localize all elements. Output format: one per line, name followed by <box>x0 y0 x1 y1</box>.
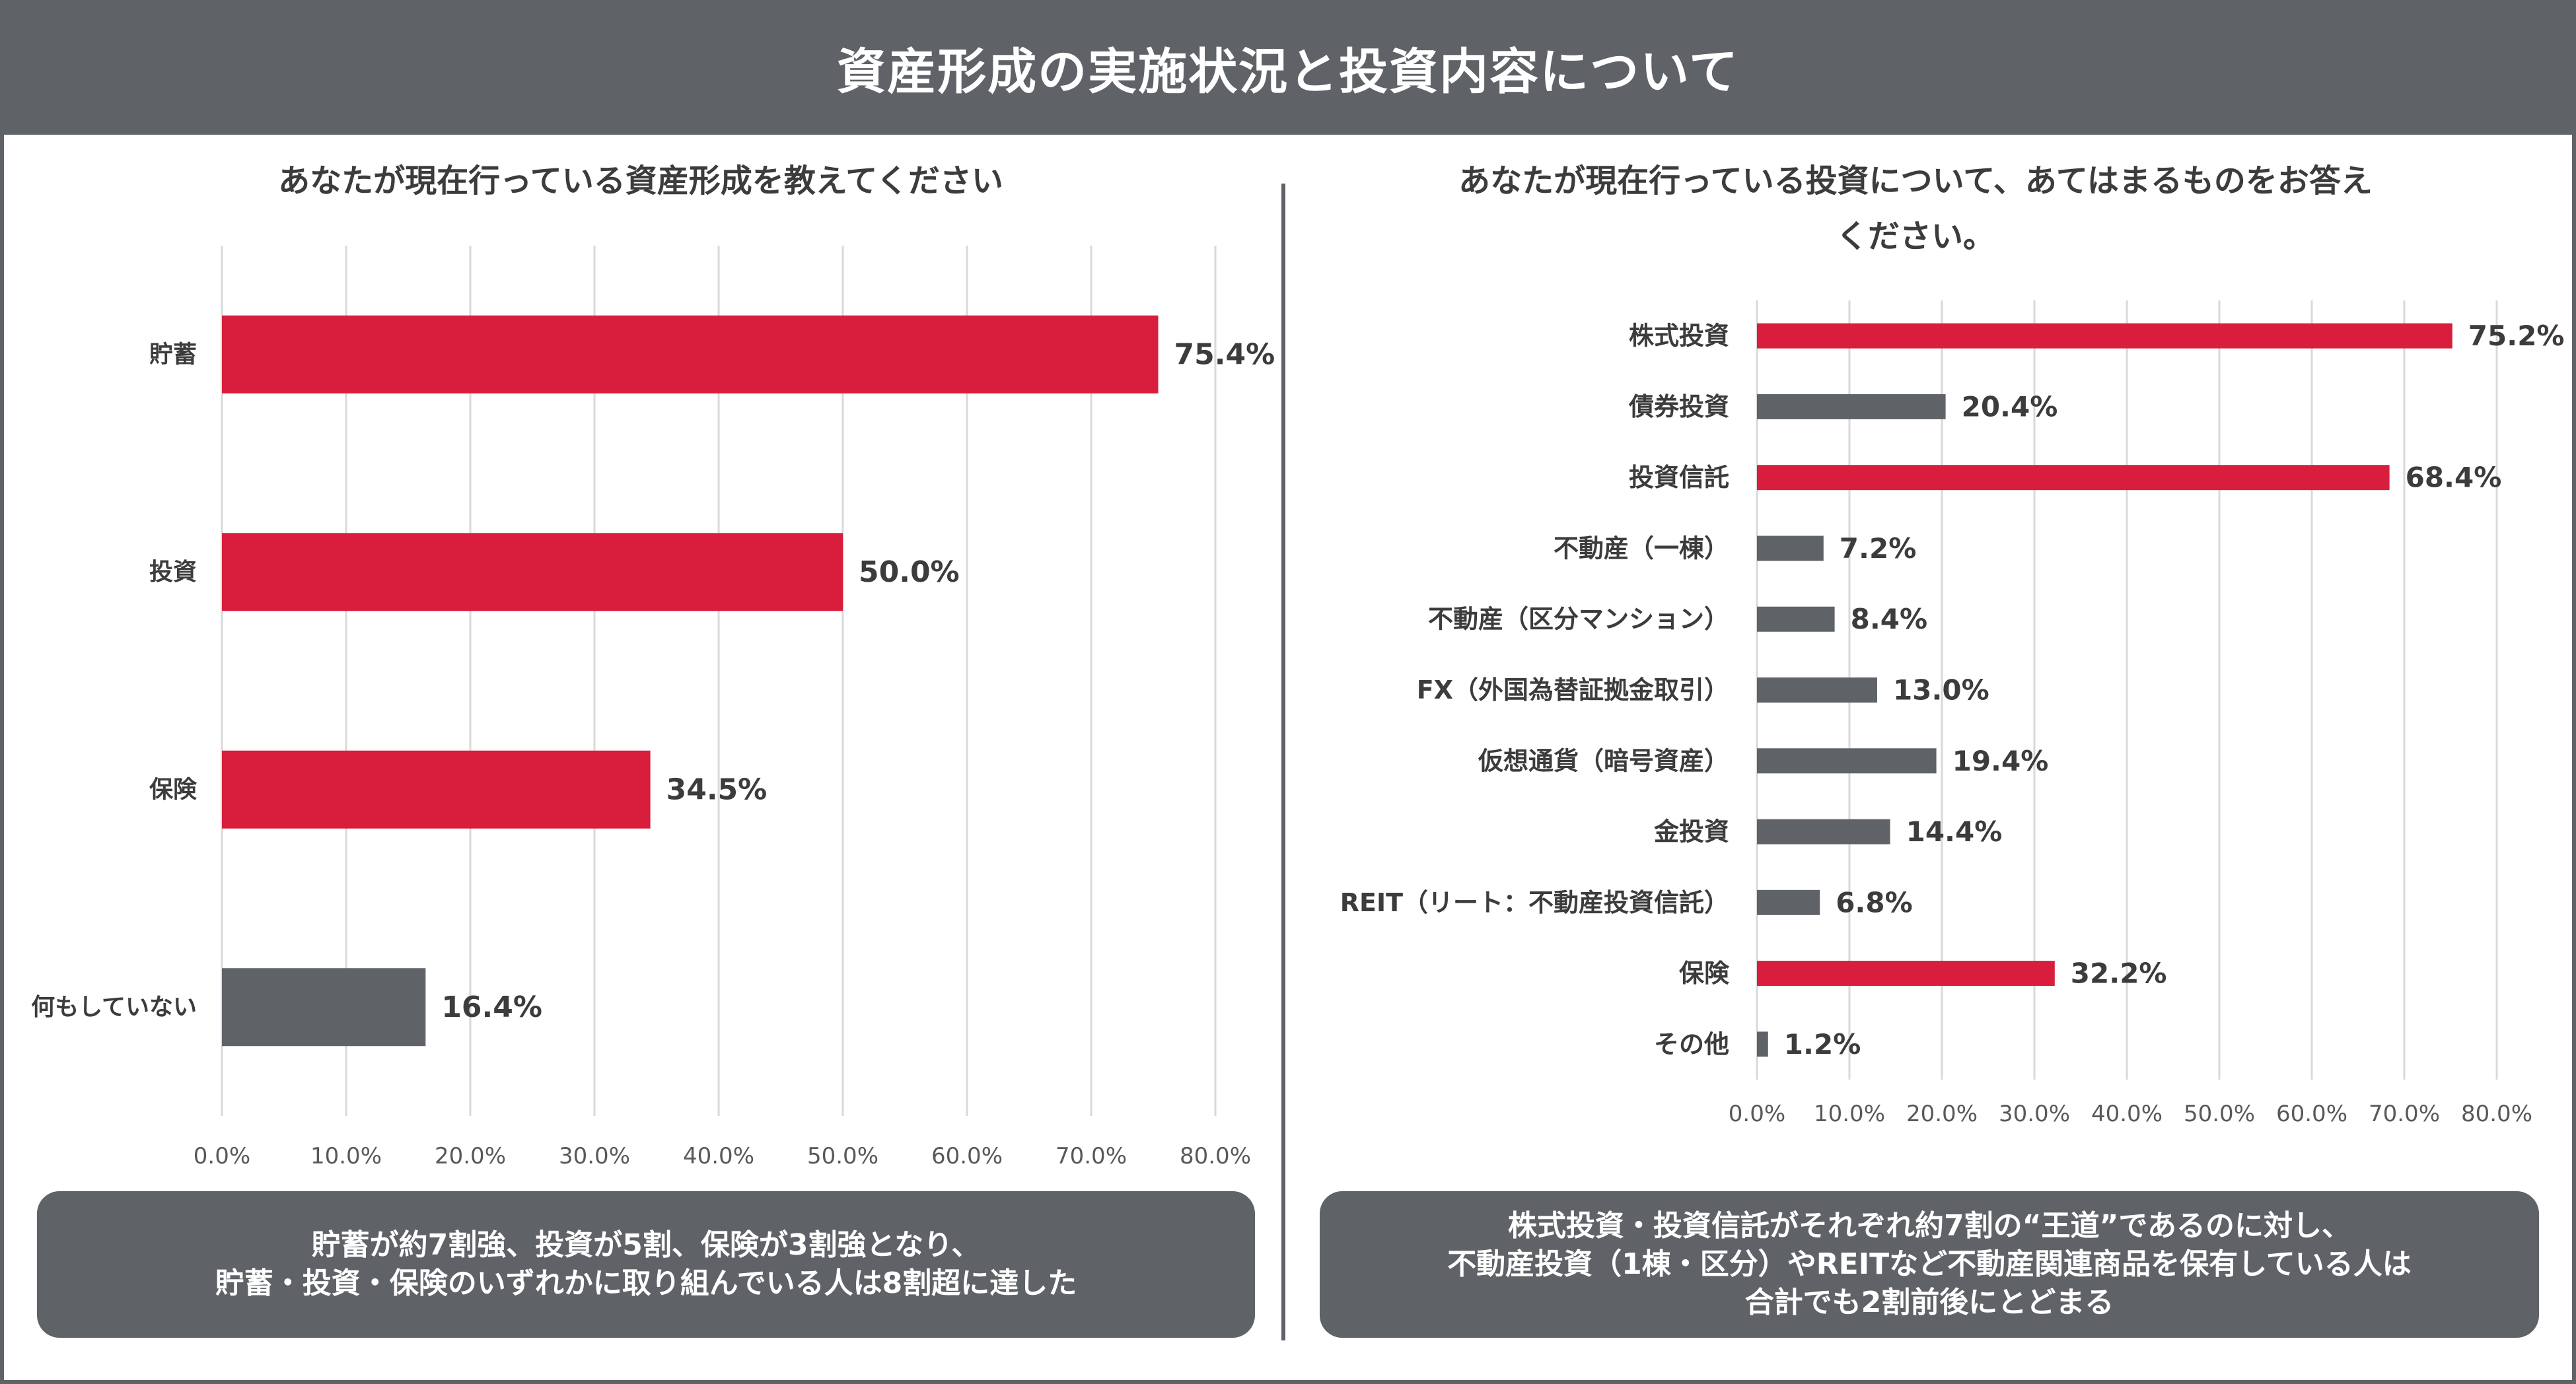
category-label: 債券投資 <box>1628 392 1729 421</box>
right-chart-title: あなたが現在行っている投資について、あてはまるものをお答え ください。 <box>1295 153 2536 264</box>
value-label: 20.4% <box>1962 390 2058 423</box>
value-label: 68.4% <box>2406 462 2502 494</box>
bar <box>1757 536 1824 561</box>
x-tick-label: 40.0% <box>683 1143 754 1169</box>
value-label: 32.2% <box>2071 957 2167 990</box>
bar <box>1757 819 1890 845</box>
right-summary-box: 株式投資・投資信託がそれぞれ約7割の“王道”であるのに対し、 不動産投資（1棟・… <box>1320 1191 2539 1338</box>
category-label: 貯蓄 <box>149 341 197 368</box>
left-bar-chart: 0.0% 10.0% 20.0% 30.0% 40.0% 50.0% 60.0% 70.0% 8… <box>31 246 1275 1169</box>
x-tick-label: 40.0% <box>2091 1101 2163 1127</box>
x-tick-label: 0.0% <box>1729 1101 1785 1127</box>
bar <box>222 315 1159 394</box>
x-tick-label: 50.0% <box>2184 1101 2255 1127</box>
bar <box>1757 748 1937 774</box>
value-label: 16.4% <box>441 990 542 1024</box>
bar <box>222 968 426 1047</box>
category-label: 金投資 <box>1653 817 1729 847</box>
category-label: その他 <box>1654 1029 1729 1058</box>
right-summary-line: 不動産投資（1棟・区分）やREITなど不動産関連商品を保有している人は <box>1447 1247 2412 1281</box>
right-summary-line: 合計でも2割前後にとどまる <box>1744 1286 2114 1319</box>
x-tick-label: 60.0% <box>931 1143 1003 1169</box>
left-chart-title: あなたが現在行っている資産形成を教えてください <box>26 153 1255 209</box>
bar <box>1757 961 2055 986</box>
x-tick-label: 30.0% <box>559 1143 630 1169</box>
value-label: 6.8% <box>1836 886 1912 918</box>
x-tick-label: 20.0% <box>435 1143 506 1169</box>
left-summary-line: 貯蓄・投資・保険のいずれかに取り組んでいる人は8割超に達した <box>215 1266 1077 1300</box>
left-chart-question: あなたが現在行っている資産形成を教えてください <box>278 162 1003 199</box>
value-label: 19.4% <box>1952 745 2049 777</box>
category-label: 株式投資 <box>1629 322 1729 351</box>
x-tick-label: 30.0% <box>1999 1101 2070 1127</box>
bar <box>1757 677 1877 703</box>
left-summary-line: 貯蓄が約7割強、投資が5割、保険が3割強となり、 <box>311 1228 981 1262</box>
x-tick-label: 20.0% <box>1906 1101 1978 1127</box>
category-label: 不動産（一棟） <box>1554 534 1729 563</box>
category-label: 仮想通貨（暗号資産） <box>1478 746 1729 775</box>
page-title: 資産形成の実施状況と投資内容について <box>0 0 2576 135</box>
x-tick-label: 0.0% <box>194 1143 250 1169</box>
category-label: 保険 <box>149 776 197 803</box>
category-label: 保険 <box>1679 959 1730 988</box>
right-bar-chart: 0.0% 10.0% 20.0% 30.0% 40.0% 50.0% 60.0% 70.0% 8… <box>1340 300 2565 1127</box>
x-tick-label: 70.0% <box>1055 1143 1127 1169</box>
bar <box>1757 606 1835 632</box>
x-tick-label: 60.0% <box>2276 1101 2347 1127</box>
bar <box>1757 1031 1768 1057</box>
right-chart-question-line: ください。 <box>1836 218 1995 255</box>
value-label: 75.4% <box>1174 337 1275 371</box>
bar <box>1757 323 2452 349</box>
bar <box>222 750 651 829</box>
x-tick-label: 10.0% <box>310 1143 382 1169</box>
value-label: 14.4% <box>1906 815 2003 848</box>
category-label: 投資信託 <box>1629 463 1729 492</box>
value-label: 1.2% <box>1784 1028 1861 1060</box>
value-label: 34.5% <box>666 773 768 806</box>
value-label: 13.0% <box>1893 674 1989 707</box>
category-label: 何もしていない <box>31 994 197 1021</box>
x-tick-label: 50.0% <box>807 1143 878 1169</box>
x-tick-label: 10.0% <box>1814 1101 1885 1127</box>
bar <box>222 533 843 611</box>
category-label: 不動産（区分マンション） <box>1428 605 1729 634</box>
value-label: 75.2% <box>2468 320 2565 352</box>
bar <box>1757 394 1946 419</box>
category-label: 投資 <box>149 559 197 586</box>
value-label: 7.2% <box>1840 532 1916 565</box>
category-label: FX（外国為替証拠金取引） <box>1417 675 1729 705</box>
right-chart-question-line: あなたが現在行っている投資について、あてはまるものをお答え <box>1458 162 2373 199</box>
category-label: REIT（リート：不動産投資信託） <box>1340 888 1729 917</box>
bar <box>1757 889 1820 915</box>
panel-divider <box>1281 184 1285 1340</box>
x-tick-label: 80.0% <box>2461 1101 2532 1127</box>
right-summary-line: 株式投資・投資信託がそれぞれ約7割の“王道”であるのに対し、 <box>1507 1209 2351 1243</box>
left-summary-box: 貯蓄が約7割強、投資が5割、保険が3割強となり、 貯蓄・投資・保険のいずれかに取… <box>37 1191 1255 1338</box>
bar <box>1757 465 2390 491</box>
x-tick-label: 80.0% <box>1180 1143 1251 1169</box>
x-tick-label: 70.0% <box>2369 1101 2440 1127</box>
value-label: 8.4% <box>1851 603 1927 635</box>
value-label: 50.0% <box>859 555 960 589</box>
